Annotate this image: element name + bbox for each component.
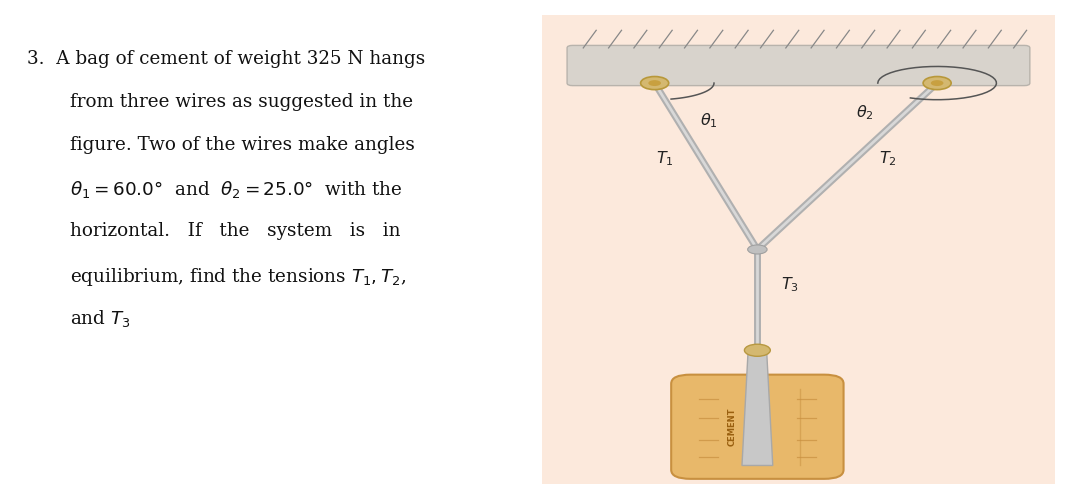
Circle shape bbox=[931, 80, 943, 86]
Text: and $T_3$: and $T_3$ bbox=[70, 308, 131, 330]
Text: CEMENT: CEMENT bbox=[727, 408, 737, 446]
Text: $\theta_1 = 60.0°$  and  $\theta_2 = 25.0°$  with the: $\theta_1 = 60.0°$ and $\theta_2 = 25.0°… bbox=[70, 179, 402, 200]
Circle shape bbox=[924, 77, 952, 90]
Text: $\theta_1$: $\theta_1$ bbox=[700, 111, 718, 130]
Circle shape bbox=[648, 80, 661, 86]
Circle shape bbox=[748, 245, 767, 254]
Text: from three wires as suggested in the: from three wires as suggested in the bbox=[70, 93, 413, 111]
Polygon shape bbox=[742, 350, 773, 466]
Text: figure. Two of the wires make angles: figure. Two of the wires make angles bbox=[70, 136, 415, 154]
Text: $T_2$: $T_2$ bbox=[879, 149, 897, 168]
FancyBboxPatch shape bbox=[568, 45, 1029, 86]
Text: equilibrium, find the tensions $T_1, T_2$,: equilibrium, find the tensions $T_1, T_2… bbox=[70, 266, 407, 288]
Text: 3.  A bag of cement of weight 325 N hangs: 3. A bag of cement of weight 325 N hangs bbox=[27, 50, 425, 69]
FancyBboxPatch shape bbox=[671, 374, 844, 479]
Text: $T_1$: $T_1$ bbox=[656, 149, 674, 168]
Text: $\theta_2$: $\theta_2$ bbox=[857, 103, 874, 122]
Circle shape bbox=[641, 77, 669, 90]
Text: $T_3$: $T_3$ bbox=[781, 275, 800, 294]
Bar bbox=[542, 15, 1055, 484]
Text: horizontal.   If   the   system   is   in: horizontal. If the system is in bbox=[70, 222, 400, 240]
Circle shape bbox=[745, 344, 770, 356]
